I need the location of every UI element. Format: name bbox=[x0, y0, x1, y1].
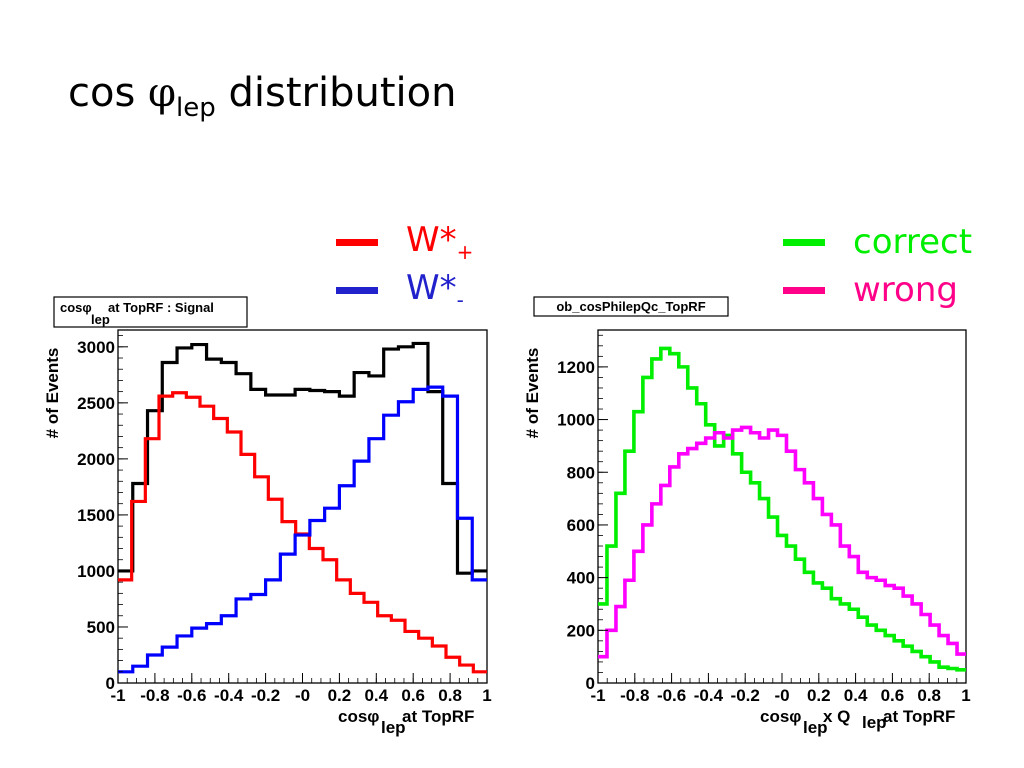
svg-text:lep: lep bbox=[803, 718, 828, 737]
legend-left: W*+ W*- bbox=[336, 218, 473, 314]
legend-right: correct wrong bbox=[783, 218, 972, 314]
legend-item-correct: correct bbox=[783, 218, 972, 266]
y-tick-label: 0 bbox=[586, 674, 595, 693]
x-tick-label: 0.8 bbox=[438, 686, 462, 705]
y-tick-label: 2500 bbox=[77, 394, 115, 413]
legend-label-wminus: W*- bbox=[406, 268, 464, 312]
y-tick-label: 600 bbox=[567, 516, 595, 535]
title-phi: φ bbox=[148, 70, 177, 116]
x-tick-label: -0.2 bbox=[731, 686, 760, 705]
title-text-suffix: distribution bbox=[215, 70, 457, 116]
svg-text:at TopRF: at TopRF bbox=[402, 707, 474, 726]
svg-text:lep: lep bbox=[381, 718, 406, 737]
legend-swatch-red bbox=[336, 238, 378, 246]
left-title-rest: at TopRF : Signal bbox=[108, 300, 214, 315]
svg-text:cosφ: cosφ bbox=[760, 707, 801, 726]
svg-text:x Q: x Q bbox=[823, 707, 850, 726]
plot-frame bbox=[597, 329, 967, 684]
legend-label-wrong: wrong bbox=[853, 270, 958, 310]
x-tick-label: -0.8 bbox=[140, 686, 169, 705]
x-tick-label: -0.6 bbox=[177, 686, 206, 705]
svg-text:cosφ: cosφ bbox=[338, 707, 379, 726]
x-tick-label: -0.2 bbox=[251, 686, 280, 705]
series-w- bbox=[118, 385, 487, 674]
x-tick-label: -0 bbox=[774, 686, 789, 705]
x-tick-label: 0.4 bbox=[844, 686, 868, 705]
right-plot-title-box: ob_cosPhilepQc_TopRF bbox=[533, 296, 729, 317]
slide-title: cos φlep distribution bbox=[68, 70, 456, 123]
x-tick-label: -0.4 bbox=[214, 686, 244, 705]
y-tick-label: 1200 bbox=[557, 358, 595, 377]
x-tick-label: 0.6 bbox=[401, 686, 425, 705]
y-tick-label: 1500 bbox=[77, 506, 115, 525]
legend-swatch-green bbox=[783, 238, 825, 246]
x-tick-label: 0.8 bbox=[917, 686, 941, 705]
x-tick-label: 1 bbox=[482, 686, 491, 705]
svg-text:lep: lep bbox=[862, 713, 887, 732]
x-tick-label: -0.4 bbox=[694, 686, 724, 705]
x-tick-label: -0.8 bbox=[620, 686, 649, 705]
right-title: ob_cosPhilepQc_TopRF bbox=[556, 299, 705, 314]
legend-swatch-blue bbox=[336, 286, 378, 294]
legend-label-correct: correct bbox=[853, 222, 973, 262]
x-tick-label: -1 bbox=[110, 686, 125, 705]
y-tick-label: 200 bbox=[567, 621, 595, 640]
series-wrong bbox=[598, 425, 966, 659]
y-tick-label: 1000 bbox=[557, 411, 595, 430]
y-tick-label: 0 bbox=[106, 674, 115, 693]
series-total bbox=[118, 341, 487, 575]
left-y-axis-label: # of Events bbox=[43, 348, 62, 439]
legend-swatch-pink bbox=[783, 286, 825, 294]
right-histogram-plot: 0 200 400 600 800 1000 1200 -1 -0.8 -0.6 -0.4 -0.2-… bbox=[557, 329, 971, 705]
right-y-axis-label: # of Events bbox=[523, 348, 542, 439]
y-tick-label: 2000 bbox=[77, 450, 115, 469]
x-tick-label: -0.6 bbox=[657, 686, 686, 705]
legend-item-wplus: W*+ bbox=[336, 218, 473, 266]
left-title-main: cosφ bbox=[60, 300, 92, 315]
svg-text:cosφ: cosφ bbox=[60, 300, 92, 315]
legend-item-wrong: wrong bbox=[783, 266, 972, 314]
x-tick-label: -0 bbox=[295, 686, 310, 705]
plot-frame bbox=[117, 329, 488, 684]
y-tick-label: 3000 bbox=[77, 338, 115, 357]
left-x-axis-label: cosφ lep at TopRF bbox=[338, 707, 474, 737]
y-tick-label: 800 bbox=[567, 463, 595, 482]
left-plot-title-box: cosφ lep at TopRF : Signal bbox=[53, 296, 248, 328]
svg-text:at TopRF: at TopRF bbox=[883, 707, 955, 726]
x-tick-label: 0.2 bbox=[328, 686, 352, 705]
left-histogram-plot: 0 500 1000 1500 2000 2500 3000 -1 -0.8 -0.6 -0.4 -0… bbox=[77, 329, 492, 705]
title-text: cos bbox=[68, 70, 149, 116]
y-tick-label: 500 bbox=[87, 618, 115, 637]
x-tick-label: 0.2 bbox=[807, 686, 831, 705]
x-tick-label: 1 bbox=[961, 686, 970, 705]
x-tick-label: 0.4 bbox=[364, 686, 388, 705]
legend-label-wplus: W*+ bbox=[406, 220, 474, 264]
x-tick-label: 0.6 bbox=[881, 686, 905, 705]
left-title-sub: lep bbox=[91, 312, 110, 327]
y-tick-label: 1000 bbox=[77, 562, 115, 581]
title-subscript: lep bbox=[176, 93, 216, 123]
series-correct bbox=[598, 346, 966, 672]
right-x-axis-label: cosφ lep x Q lep at TopRF bbox=[760, 707, 955, 737]
legend-item-wminus: W*- bbox=[336, 266, 473, 314]
x-tick-label: -1 bbox=[590, 686, 605, 705]
y-tick-label: 400 bbox=[567, 569, 595, 588]
